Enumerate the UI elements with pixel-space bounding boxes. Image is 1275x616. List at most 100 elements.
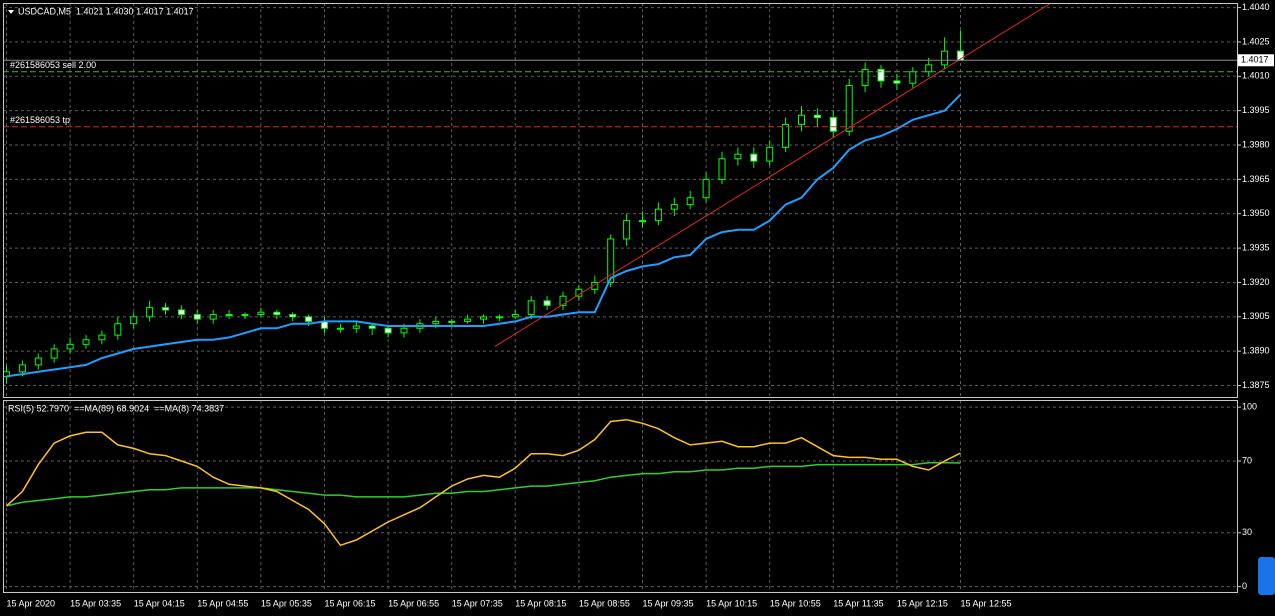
y-tick-label: 1.3950 — [1242, 208, 1270, 218]
candle-body — [225, 314, 233, 317]
y-tick-label: 1.3875 — [1242, 380, 1270, 390]
price-panel-frame — [3, 3, 1238, 398]
candle-body — [273, 311, 281, 316]
candle-body — [34, 357, 42, 366]
x-tick-label: 15 Apr 06:55 — [388, 598, 439, 608]
x-tick-label: 15 Apr 07:35 — [452, 598, 503, 608]
y-tick-label: 1.3965 — [1242, 174, 1270, 184]
x-tick-label: 15 Apr 06:15 — [325, 598, 376, 608]
bid-label: 1.4017 — [1241, 55, 1269, 65]
candle-body — [448, 320, 456, 323]
candle-body — [432, 320, 440, 325]
rsi-panel-frame — [3, 400, 1238, 593]
y-tick-label: 30 — [1242, 527, 1252, 537]
candle-body — [861, 68, 869, 86]
candle-body — [384, 327, 392, 334]
x-tick-label: 15 Apr 08:15 — [515, 598, 566, 608]
side-widget[interactable] — [1258, 557, 1275, 595]
candle-body — [66, 343, 74, 350]
x-tick-label: 15 Apr 10:15 — [706, 598, 757, 608]
indicator-line — [5, 418, 961, 547]
candle-body — [257, 311, 265, 316]
candle-body — [177, 309, 185, 316]
x-tick-label: 15 Apr 2020 — [7, 598, 56, 608]
candle-body — [352, 325, 360, 329]
price-title: USDCAD,M5 1.4021 1.4030 1.4017 1.4017 — [18, 6, 194, 16]
order-label: #261586053 tp — [10, 115, 70, 125]
candle-body — [718, 158, 726, 180]
candle-body — [18, 364, 26, 373]
bid-label-box — [1238, 54, 1274, 67]
order-label: #261586053 sell 2.00 — [10, 60, 96, 70]
y-tick-label: 1.4010 — [1242, 71, 1270, 81]
candle-body — [543, 300, 551, 306]
y-tick-label: 70 — [1242, 455, 1252, 465]
candle-body — [925, 64, 933, 73]
candle-body — [305, 316, 313, 322]
y-tick-label: 0 — [1242, 581, 1247, 591]
candle-body — [114, 323, 122, 336]
candle-body — [782, 123, 790, 148]
candle-body — [162, 307, 169, 311]
candle-body — [480, 316, 487, 320]
candle-body — [591, 281, 599, 290]
y-tick-label: 1.3890 — [1242, 346, 1270, 356]
y-tick-label: 1.4025 — [1242, 36, 1270, 46]
candle-body — [670, 204, 678, 210]
candle-body — [193, 314, 201, 320]
candle-body — [511, 314, 519, 318]
candle-body — [845, 84, 853, 132]
y-tick-label: 1.3920 — [1242, 277, 1270, 287]
plot-area — [3, 3, 1237, 384]
candle-body — [686, 197, 694, 206]
candle-body — [813, 114, 821, 119]
candle-body — [941, 50, 949, 66]
candle-body — [50, 348, 58, 359]
candle-body — [623, 220, 631, 240]
candle-body — [495, 316, 503, 319]
x-tick-label: 15 Apr 03:35 — [70, 598, 121, 608]
rsi-title: RSI(5) 52.7970 ==MA(89) 68.9024 ==MA(8) … — [8, 403, 224, 413]
candle-body — [464, 318, 472, 322]
candle-body — [829, 117, 837, 132]
candle-body — [639, 220, 646, 223]
candle-body — [734, 153, 742, 160]
y-tick-label: 1.3980 — [1242, 139, 1270, 149]
plot-area — [5, 418, 961, 547]
candle-body — [702, 178, 710, 199]
candle-body — [98, 334, 106, 341]
candle-body — [527, 300, 535, 316]
candle-body — [766, 146, 774, 162]
x-tick-label: 15 Apr 11:35 — [833, 598, 883, 608]
candle-body — [750, 153, 758, 162]
y-tick-label: 100 — [1242, 402, 1257, 412]
candle-body — [798, 114, 805, 125]
candle-body — [82, 339, 90, 345]
candle-body — [400, 327, 408, 334]
x-tick-label: 15 Apr 12:15 — [897, 598, 948, 608]
candle-body — [146, 307, 154, 318]
candle-body — [241, 314, 249, 317]
candle-body — [877, 68, 885, 82]
candle-body — [893, 80, 901, 84]
candle-body — [130, 316, 138, 325]
candle-body — [909, 71, 917, 84]
x-tick-label: 15 Apr 10:55 — [770, 598, 821, 608]
mark-layer — [3, 3, 1237, 547]
candle-body — [289, 314, 297, 318]
x-tick-label: 15 Apr 04:15 — [134, 598, 185, 608]
x-tick-label: 15 Apr 05:35 — [261, 598, 312, 608]
candle-body — [368, 325, 376, 329]
symbol-menu-arrow[interactable] — [8, 10, 14, 14]
y-tick-label: 1.4040 — [1242, 2, 1270, 12]
y-tick-label: 1.3905 — [1242, 311, 1270, 321]
candle-body — [559, 295, 567, 306]
x-tick-label: 15 Apr 12:55 — [961, 598, 1012, 608]
y-tick-label: 1.3935 — [1242, 242, 1270, 252]
moving-average-line — [6, 93, 962, 378]
x-tick-label: 15 Apr 08:55 — [579, 598, 630, 608]
x-tick-label: 15 Apr 09:35 — [643, 598, 694, 608]
candle-body — [209, 314, 217, 320]
